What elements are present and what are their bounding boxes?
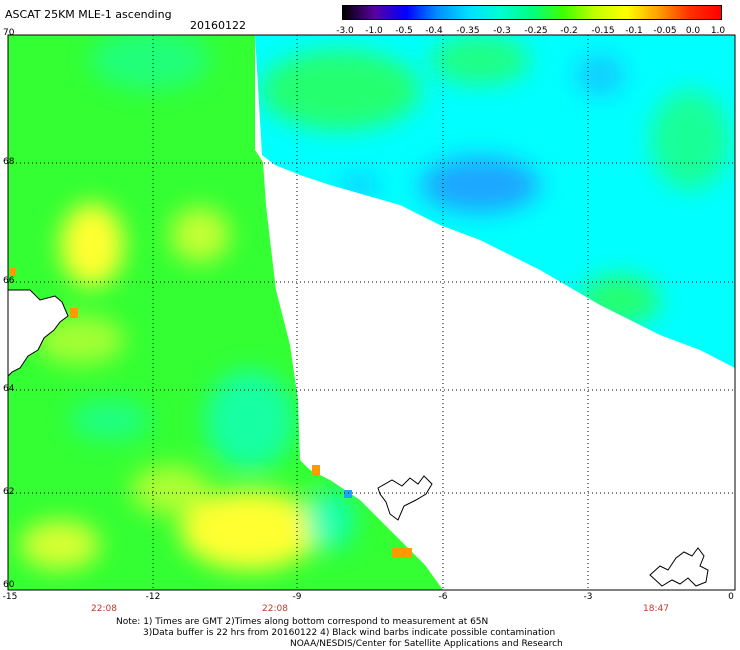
right-swath — [255, 35, 735, 368]
lon-label: -6 — [438, 592, 448, 602]
blue-patch — [340, 177, 380, 193]
cyan-patch — [305, 490, 355, 550]
lon-label: -15 — [2, 592, 18, 602]
orange-spot — [392, 548, 412, 558]
color-scale-label: -0.1 — [625, 26, 643, 36]
product-date: 20160122 — [190, 19, 246, 32]
color-scale-label: -0.4 — [425, 26, 443, 36]
lat-label: 60 — [3, 580, 15, 590]
map-frame — [7, 34, 736, 591]
time-label: 22:08 — [262, 604, 288, 614]
color-scale-label: -0.15 — [591, 26, 615, 36]
yellow-patch — [60, 203, 124, 287]
orange-spot — [10, 268, 16, 276]
blue-spot — [344, 490, 352, 498]
swath-texture — [260, 35, 730, 325]
color-scale-bar — [342, 5, 722, 20]
color-scale-label: -3.0 — [336, 26, 354, 36]
color-scale-label: -0.3 — [493, 26, 511, 36]
blue-patch — [420, 157, 540, 213]
color-scale-label: -0.05 — [653, 26, 677, 36]
green-patch — [260, 50, 420, 130]
cyan-patch — [70, 400, 150, 440]
green-patch — [650, 90, 730, 190]
yellow-patch — [130, 465, 210, 515]
iceland-coast — [7, 289, 69, 378]
footnote-line: NOAA/NESDIS/Center for Satellite Applica… — [290, 639, 563, 649]
orange-spots — [10, 268, 412, 558]
lon-label: -12 — [145, 592, 161, 602]
orange-spot — [70, 308, 78, 318]
lat-label: 62 — [3, 487, 15, 497]
yellow-patch — [35, 315, 125, 365]
color-scale-label: 1.0 — [710, 26, 726, 36]
lat-label: 66 — [3, 276, 15, 286]
lat-label: 70 — [3, 28, 15, 38]
yellow-patch — [20, 520, 100, 570]
footnote-line: Note: 1) Times are GMT 2)Times along bot… — [116, 617, 489, 627]
lat-label: 68 — [3, 157, 15, 167]
orange-spot — [312, 465, 320, 475]
footnote-line: 3)Data buffer is 22 hrs from 20160122 4)… — [143, 628, 556, 638]
yellow-patch — [170, 207, 230, 263]
lon-label: -9 — [292, 592, 302, 602]
color-scale-label: -0.35 — [456, 26, 480, 36]
cyan-patch — [205, 370, 295, 470]
swath-texture — [20, 35, 355, 570]
yellow-patch — [180, 490, 320, 570]
product-title: ASCAT 25KM MLE-1 ascending — [5, 8, 172, 21]
faroe-islands — [377, 475, 433, 521]
blue-patch — [575, 55, 625, 95]
lon-label: -3 — [583, 592, 593, 602]
color-scale-label: -0.2 — [560, 26, 578, 36]
time-label: 22:08 — [91, 604, 117, 614]
color-scale-label: -1.0 — [365, 26, 383, 36]
cyan-patch — [90, 35, 210, 90]
coastlines — [7, 289, 709, 587]
color-scale-label: -0.5 — [395, 26, 413, 36]
shetland-islands — [649, 547, 709, 587]
time-label: 18:47 — [643, 604, 669, 614]
lon-label: 0 — [728, 592, 734, 602]
color-scale-label: -0.25 — [524, 26, 548, 36]
green-patch — [430, 35, 530, 85]
lat-label: 64 — [3, 384, 15, 394]
graticule — [8, 35, 735, 590]
color-scale-label: 0.0 — [685, 26, 701, 36]
